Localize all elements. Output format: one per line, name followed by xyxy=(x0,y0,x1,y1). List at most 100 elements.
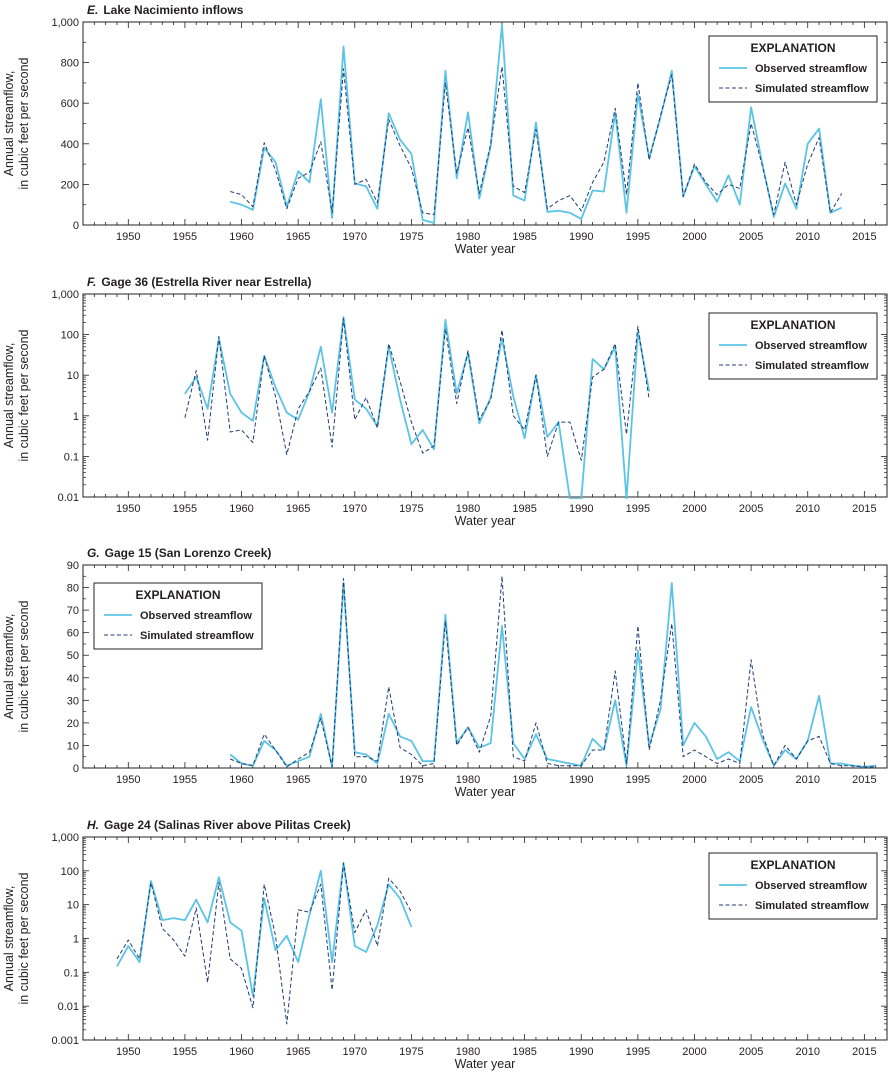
x-tick-label: 1995 xyxy=(626,503,650,515)
legend-simulated-label: Simulated streamflow xyxy=(755,900,869,912)
x-tick-label: 2000 xyxy=(682,774,706,786)
legend-title: EXPLANATION xyxy=(750,41,835,55)
x-tick-label: 1980 xyxy=(456,774,480,786)
panel-letter: F. xyxy=(87,275,96,289)
simulated-streamflow-line xyxy=(116,862,412,1025)
y-tick-label: 0.1 xyxy=(64,967,79,979)
series-group xyxy=(184,316,651,499)
x-axis-label: Water year xyxy=(455,785,516,799)
x-tick-label: 2015 xyxy=(852,231,876,243)
chart-panel-e: E. Lake Nacimiento inflows 1950 1955 1960 196… xyxy=(2,3,888,256)
panel-title: G. Gage 15 (San Lorenzo Creek) xyxy=(87,546,271,560)
y-axis-label-units: in cubic feet per second xyxy=(17,329,31,461)
x-tick-label: 1955 xyxy=(173,774,197,786)
x-tick-label: 1975 xyxy=(399,503,423,515)
x-tick-label: 1975 xyxy=(399,1046,423,1058)
legend-title: EXPLANATION xyxy=(750,318,835,332)
legend-simulated-label: Simulated streamflow xyxy=(140,630,254,642)
panel-title-text: Gage 36 (Estrella River near Estrella) xyxy=(101,275,311,289)
y-tick-label: 1,000 xyxy=(51,289,79,301)
simulated-streamflow-line xyxy=(230,575,876,768)
x-tick-label: 1960 xyxy=(229,231,253,243)
x-tick-label: 1955 xyxy=(173,503,197,515)
legend-simulated-label: Simulated streamflow xyxy=(755,360,869,372)
y-axis-label-units: in cubic feet per second xyxy=(17,872,31,1004)
x-tick-label: 1965 xyxy=(286,503,310,515)
x-tick-label: 1970 xyxy=(343,231,367,243)
x-axis-label: Water year xyxy=(455,242,516,256)
legend-observed-label: Observed streamflow xyxy=(755,63,867,75)
legend: EXPLANATION Observed streamflow Simulated … xyxy=(93,582,263,650)
y-tick-label: 200 xyxy=(61,179,79,191)
x-tick-label: 1995 xyxy=(626,774,650,786)
x-tick-label: 1960 xyxy=(229,1046,253,1058)
panel-letter: H. xyxy=(87,818,99,832)
y-axis-label: Annual streamflow, xyxy=(2,886,16,992)
x-tick-label: 2005 xyxy=(739,774,763,786)
x-tick-label: 2010 xyxy=(795,774,819,786)
x-tick-label: 1985 xyxy=(512,774,536,786)
observed-streamflow-line xyxy=(184,316,651,499)
y-axis-label: Annual streamflow, xyxy=(2,71,16,177)
legend-box xyxy=(708,35,878,103)
y-tick-label: 0.001 xyxy=(51,1035,79,1047)
x-tick-label: 1980 xyxy=(456,1046,480,1058)
panel-title-text: Gage 24 (Salinas River above Pilitas Cre… xyxy=(104,818,351,832)
y-tick-label: 1 xyxy=(73,934,79,946)
x-tick-label: 2010 xyxy=(795,503,819,515)
legend: EXPLANATION Observed streamflow Simulated … xyxy=(708,852,878,920)
x-tick-label: 1960 xyxy=(229,503,253,515)
x-tick-label: 1980 xyxy=(456,231,480,243)
y-tick-label: 800 xyxy=(61,58,79,70)
x-tick-label: 1950 xyxy=(116,1046,140,1058)
y-tick-label: 30 xyxy=(67,695,79,707)
panel-title: H. Gage 24 (Salinas River above Pilitas C… xyxy=(87,818,351,832)
y-tick-label: 90 xyxy=(67,560,79,572)
y-tick-label: 1 xyxy=(73,411,79,423)
x-tick-label: 2005 xyxy=(739,1046,763,1058)
panel-letter: E. xyxy=(87,3,98,17)
x-tick-label: 1950 xyxy=(116,503,140,515)
series-group xyxy=(229,24,843,224)
x-tick-label: 1950 xyxy=(116,774,140,786)
x-tick-label: 1975 xyxy=(399,231,423,243)
legend-box xyxy=(708,852,878,920)
x-tick-label: 1985 xyxy=(512,231,536,243)
y-tick-label: 600 xyxy=(61,98,79,110)
x-tick-label: 1960 xyxy=(229,774,253,786)
y-axis-label-units: in cubic feet per second xyxy=(17,600,31,732)
x-tick-label: 2000 xyxy=(682,503,706,515)
y-axis-label: Annual streamflow, xyxy=(2,614,16,720)
simulated-streamflow-line xyxy=(184,317,650,461)
legend-title: EXPLANATION xyxy=(135,588,220,602)
plot-frame xyxy=(82,293,888,498)
y-tick-label: 70 xyxy=(67,605,79,617)
x-tick-label: 2005 xyxy=(739,231,763,243)
y-tick-label: 10 xyxy=(67,370,79,382)
x-tick-label: 1995 xyxy=(626,1046,650,1058)
x-tick-label: 1995 xyxy=(626,231,650,243)
x-tick-label: 1970 xyxy=(343,503,367,515)
x-tick-label: 1970 xyxy=(343,1046,367,1058)
x-tick-label: 1955 xyxy=(173,1046,197,1058)
x-tick-label: 1985 xyxy=(512,503,536,515)
legend: EXPLANATION Observed streamflow Simulated … xyxy=(708,35,878,103)
y-tick-label: 10 xyxy=(67,740,79,752)
y-tick-label: 400 xyxy=(61,139,79,151)
y-tick-label: 0 xyxy=(73,763,79,775)
x-axis-label: Water year xyxy=(455,1057,516,1071)
x-tick-label: 2010 xyxy=(795,231,819,243)
x-tick-label: 1975 xyxy=(399,774,423,786)
y-tick-label: 100 xyxy=(61,866,79,878)
x-tick-label: 1990 xyxy=(569,231,593,243)
x-tick-label: 1950 xyxy=(116,231,140,243)
y-tick-label: 0.01 xyxy=(58,1001,79,1013)
x-tick-label: 1990 xyxy=(569,503,593,515)
x-tick-label: 2000 xyxy=(682,231,706,243)
y-tick-label: 60 xyxy=(67,628,79,640)
panel-title: F. Gage 36 (Estrella River near Estrella) xyxy=(87,275,311,289)
legend-observed-label: Observed streamflow xyxy=(140,610,252,622)
x-tick-label: 1965 xyxy=(286,1046,310,1058)
panel-title-text: Gage 15 (San Lorenzo Creek) xyxy=(105,546,272,560)
legend-observed-label: Observed streamflow xyxy=(755,340,867,352)
